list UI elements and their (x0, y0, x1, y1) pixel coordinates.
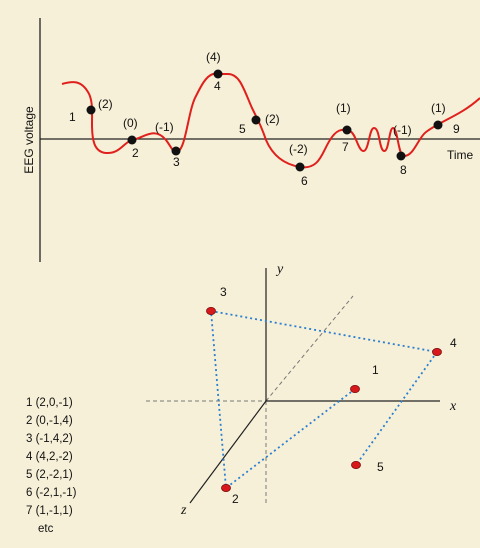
eeg-point-id: 4 (214, 79, 221, 93)
coordinate-list-item: 1 (2,0,-1) (26, 397, 73, 409)
coordinate-list-item: etc (38, 523, 54, 535)
z-axis-label: z (180, 503, 187, 518)
space-point-label: 4 (450, 336, 457, 350)
eeg-point-value: (1) (431, 101, 446, 115)
eeg-marker-points (86, 69, 443, 172)
eeg-point-9 (433, 120, 443, 130)
eeg-point-id: 6 (301, 174, 308, 188)
space-point-2 (221, 483, 231, 492)
space-point-label: 2 (232, 492, 239, 506)
coordinate-list-item: 4 (4,2,-2) (26, 451, 73, 463)
eeg-point-id: 9 (453, 122, 460, 136)
space-point-label: 1 (372, 363, 379, 377)
eeg-point-value: (0) (123, 116, 138, 130)
space-point-1 (350, 384, 360, 393)
state-space-points (206, 306, 442, 492)
coordinate-list-item: 7 (1,-1,1) (26, 505, 73, 517)
eeg-point-7 (342, 125, 352, 135)
space-point-label: 5 (377, 460, 384, 474)
space-point-4 (432, 347, 442, 356)
coordinate-list-item: 6 (-2,1,-1) (26, 487, 77, 499)
space-point-3 (206, 306, 216, 315)
eeg-point-8 (396, 151, 406, 161)
eeg-point-id: 3 (173, 155, 180, 169)
eeg-point-3 (171, 146, 181, 156)
eeg-point-value: (-2) (289, 142, 308, 156)
state-space-panel: y x z 1 2 3 4 5 1 (2,0,-1) 2 (0,-1,4) 3 … (26, 262, 457, 535)
coordinate-list: 1 (2,0,-1) 2 (0,-1,4) 3 (-1,4,2) 4 (4,2,… (26, 397, 77, 535)
eeg-point-value: (-1) (393, 123, 412, 137)
coordinate-list-item: 5 (2,-2,1) (26, 469, 73, 481)
eeg-point-labels: 1 (2) 2 (0) 3 (-1) 4 (4) 5 (2) 6 (-2) 7 … (69, 50, 460, 188)
eeg-point-4 (213, 69, 223, 79)
eeg-point-5 (251, 115, 261, 125)
eeg-point-6 (295, 162, 305, 172)
eeg-point-id: 5 (239, 122, 246, 136)
eeg-point-2 (127, 135, 137, 145)
state-space-point-labels: 1 2 3 4 5 (220, 285, 457, 506)
eeg-point-value: (1) (336, 101, 351, 115)
coordinate-list-item: 2 (0,-1,4) (26, 415, 73, 427)
eeg-point-1 (86, 105, 96, 115)
eeg-point-id: 8 (400, 163, 407, 177)
eeg-point-id: 1 (69, 110, 76, 124)
space-point-5 (351, 460, 361, 469)
eeg-signal-curve (61, 73, 480, 169)
space-point-label: 3 (220, 285, 227, 299)
eeg-point-id: 7 (342, 140, 349, 154)
y-axis-label: y (275, 262, 284, 277)
x-axis-label: x (449, 399, 457, 414)
trajectory-connector (210, 309, 439, 490)
eeg-time-axis-label: Time (447, 148, 474, 162)
eeg-point-value: (-1) (155, 120, 174, 134)
eeg-y-axis-label: EEG voltage (22, 106, 36, 174)
eeg-point-value: (4) (206, 50, 221, 64)
eeg-point-id: 2 (132, 146, 139, 160)
z-axis (189, 400, 267, 504)
eeg-point-value: (2) (98, 97, 113, 111)
coordinate-list-item: 3 (-1,4,2) (26, 433, 73, 445)
z-axis-negative-dashed (265, 295, 354, 402)
eeg-panel: EEG voltage Time 1 (2) 2 (0) 3 (-1) 4 (4… (22, 18, 480, 262)
eeg-point-value: (2) (265, 112, 280, 126)
